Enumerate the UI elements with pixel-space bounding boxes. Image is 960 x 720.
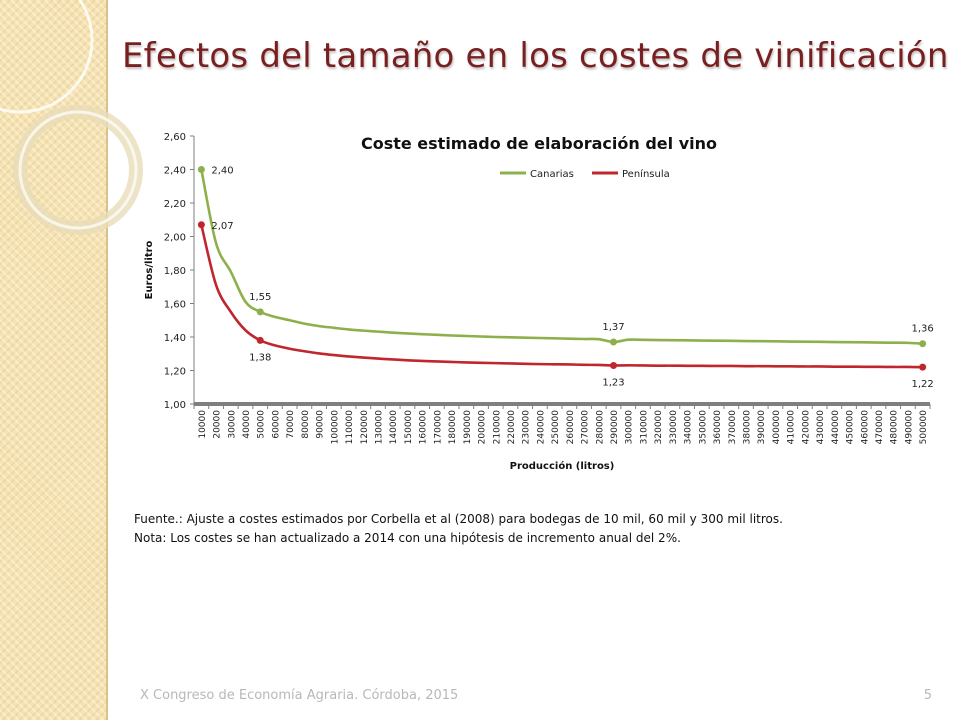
update-note: Nota: Los costes se han actualizado a 20… [134,531,681,545]
y-tick-label: 2,40 [164,166,186,177]
x-tick-label: 470000 [875,410,885,445]
series-line-1 [200,224,923,369]
legend-label-1: Península [622,168,670,180]
x-tick-label: 270000 [581,410,591,445]
x-tick-label: 70000 [286,410,296,439]
data-label: 2,40 [211,166,233,177]
data-label: 1,37 [602,322,624,333]
chart-notes: Fuente.: Ajuste a costes estimados por C… [134,510,934,548]
x-tick-label: 340000 [684,410,694,445]
x-tick-label: 500000 [919,410,929,445]
side-strip-edge [106,0,108,720]
x-axis-label: Producción (litros) [510,460,615,472]
x-tick-label: 190000 [463,410,473,445]
x-tick-label: 370000 [728,410,738,445]
x-tick-label: 20000 [213,410,223,439]
cost-chart: Coste estimado de elaboración del vino Ca… [144,132,934,472]
x-tick-label: 430000 [816,410,826,445]
x-tick-label: 360000 [713,410,723,445]
y-tick-label: 2,20 [164,199,186,210]
slide-footer: X Congreso de Economía Agraria. Córdoba,… [140,688,459,703]
x-tick-label: 140000 [389,410,399,445]
data-label: 2,07 [211,221,233,232]
y-tick-label: 1,80 [164,266,186,277]
x-tick-label: 120000 [360,410,370,445]
decorative-rings [0,0,143,235]
data-point [610,338,618,346]
x-tick-label: 30000 [227,410,237,439]
x-tick-label: 410000 [787,410,797,445]
data-point [197,221,205,229]
data-label: 1,38 [249,352,271,363]
slide-title: Efectos del tamaño en los costes de vini… [122,36,949,76]
x-tick-label: 250000 [551,410,561,445]
x-tick-label: 280000 [595,410,605,445]
data-label: 1,36 [912,324,934,335]
y-tick-label: 1,20 [164,367,186,378]
x-tick-label: 310000 [639,410,649,445]
x-tick-label: 480000 [890,410,900,445]
x-tick-label: 490000 [904,410,914,445]
x-tick-label: 330000 [669,410,679,445]
x-tick-label: 230000 [522,410,532,445]
data-label: 1,22 [912,379,934,390]
x-tick-label: 220000 [507,410,517,445]
data-point [919,363,927,371]
x-tick-label: 210000 [492,410,502,445]
x-tick-label: 320000 [654,410,664,445]
x-tick-label: 460000 [860,410,870,445]
y-axis-label: Euros/litro [144,240,155,299]
x-tick-label: 200000 [478,410,488,445]
x-tick-label: 90000 [316,410,326,439]
x-tick-label: 290000 [610,410,620,445]
y-tick-label: 1,00 [164,400,186,411]
x-tick-label: 110000 [345,410,355,445]
x-tick-label: 180000 [448,410,458,445]
x-tick-label: 260000 [566,410,576,445]
x-tick-label: 100000 [330,410,340,445]
data-point [610,361,618,369]
data-point [256,308,264,316]
data-label: 1,55 [249,292,271,303]
x-tick-label: 240000 [536,410,546,445]
chart-title: Coste estimado de elaboración del vino [361,134,717,153]
y-tick-label: 1,60 [164,300,186,311]
x-tick-label: 170000 [433,410,443,445]
data-point [256,336,264,344]
y-tick-label: 2,00 [164,233,186,244]
x-tick-label: 60000 [271,410,281,439]
x-tick-label: 10000 [198,410,208,439]
x-tick-label: 40000 [242,410,252,439]
x-tick-label: 380000 [743,410,753,445]
x-tick-label: 400000 [772,410,782,445]
data-label: 1,23 [602,377,624,388]
page-number: 5 [923,688,932,703]
x-tick-label: 150000 [404,410,414,445]
data-point [197,166,205,173]
source-note: Fuente.: Ajuste a costes estimados por C… [134,512,783,526]
x-tick-label: 420000 [801,410,811,445]
x-tick-label: 160000 [419,410,429,445]
x-tick-label: 130000 [375,410,385,445]
x-tick-label: 390000 [757,410,767,445]
data-point [919,340,927,348]
series-line-0 [200,169,923,345]
x-tick-label: 440000 [831,410,841,445]
x-tick-label: 450000 [846,410,856,445]
legend-label-0: Canarias [530,169,574,180]
y-tick-label: 1,40 [164,333,186,344]
x-tick-label: 80000 [301,410,311,439]
x-tick-label: 50000 [257,410,267,439]
x-tick-label: 350000 [698,410,708,445]
y-tick-label: 2,60 [164,132,186,143]
x-tick-label: 300000 [625,410,635,445]
